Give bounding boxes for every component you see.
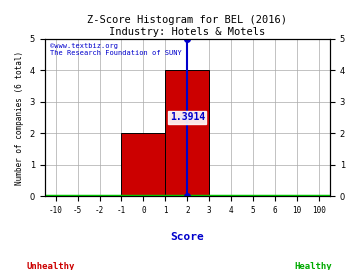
Text: Healthy: Healthy: [294, 262, 332, 270]
Bar: [121, 133, 165, 196]
Bar: [165, 70, 209, 196]
X-axis label: Score: Score: [170, 231, 204, 241]
Text: 1.3914: 1.3914: [170, 112, 205, 122]
Title: Z-Score Histogram for BEL (2016)
Industry: Hotels & Motels: Z-Score Histogram for BEL (2016) Industr…: [87, 15, 287, 37]
Y-axis label: Number of companies (6 total): Number of companies (6 total): [15, 50, 24, 184]
Text: Unhealthy: Unhealthy: [26, 262, 75, 270]
Text: ©www.textbiz.org
The Research Foundation of SUNY: ©www.textbiz.org The Research Foundation…: [50, 43, 182, 56]
